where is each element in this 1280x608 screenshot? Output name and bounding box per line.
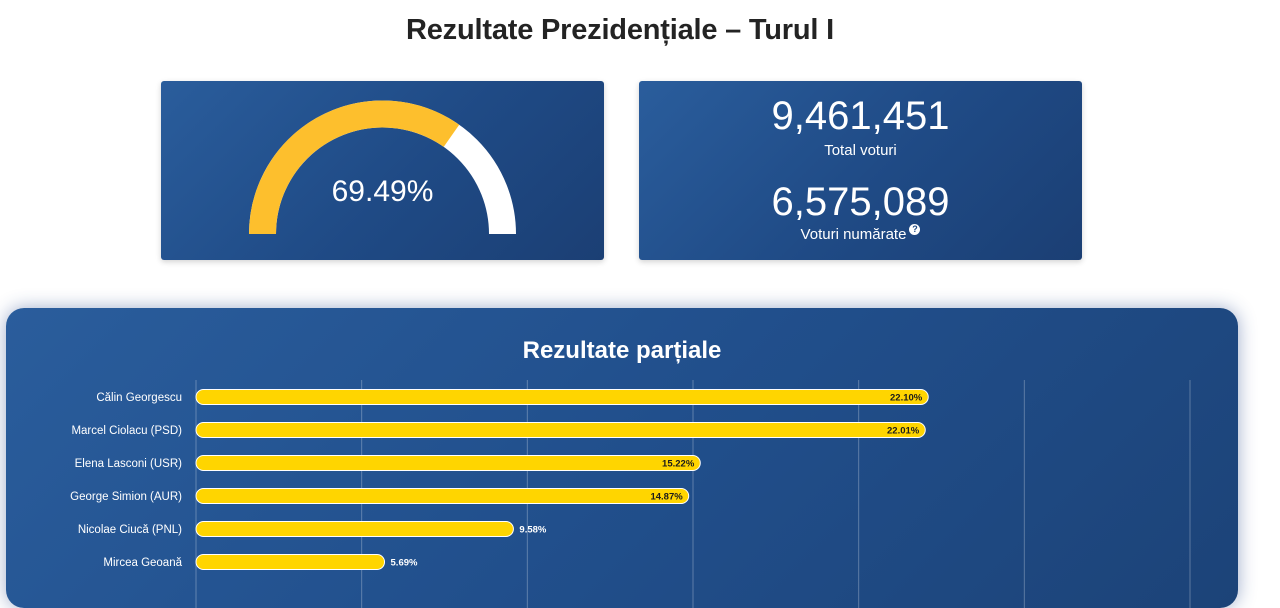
category-label: Mircea Geoană bbox=[103, 557, 182, 569]
bar-value-label: 9.58% bbox=[519, 525, 546, 536]
votes-card: 9,461,451 Total voturi 6,575,089 Voturi … bbox=[639, 81, 1082, 260]
turnout-percent: 69.49% bbox=[331, 175, 434, 208]
help-icon[interactable]: ? bbox=[909, 224, 921, 235]
bar-value-label: 22.10% bbox=[890, 393, 923, 404]
gauge-filled-arc bbox=[249, 100, 460, 235]
result-bar bbox=[195, 554, 386, 570]
category-label: Călin Georgescu bbox=[96, 392, 182, 404]
total-votes-label: Total voturi bbox=[824, 142, 897, 159]
result-bar bbox=[195, 422, 926, 438]
category-label: Elena Lasconi (USR) bbox=[75, 458, 183, 470]
category-label: Nicolae Ciucă (PNL) bbox=[78, 524, 182, 536]
bar-value-label: 22.01% bbox=[887, 426, 920, 437]
category-label: George Simion (AUR) bbox=[70, 491, 182, 503]
turnout-card: 69.49% bbox=[161, 81, 604, 260]
counted-votes-label-row: Voturi numărate? bbox=[639, 224, 1082, 243]
bar-value-label: 15.22% bbox=[662, 459, 695, 470]
total-votes-value: 9,461,451 bbox=[771, 94, 950, 138]
results-bar-chart: Călin Georgescu 22.10% Marcel Ciolacu (PSD… bbox=[70, 380, 1191, 608]
results-panel: Rezultate parțiale Călin Georgescu 22.10%… bbox=[6, 308, 1238, 608]
bar-value-label: 5.69% bbox=[391, 558, 418, 569]
counted-votes-value: 6,575,089 bbox=[771, 180, 950, 224]
results-title: Rezultate parțiale bbox=[522, 337, 722, 364]
counted-votes-label: Voturi numărate bbox=[800, 226, 907, 243]
result-bar bbox=[195, 389, 929, 405]
category-label: Marcel Ciolacu (PSD) bbox=[71, 425, 182, 437]
turnout-gauge bbox=[249, 100, 516, 235]
result-bar bbox=[195, 488, 690, 504]
bar-value-label: 14.87% bbox=[650, 492, 683, 503]
result-bar bbox=[195, 455, 701, 471]
result-bar bbox=[195, 521, 514, 537]
page-title: Rezultate Prezidențiale – Turul I bbox=[406, 14, 834, 46]
